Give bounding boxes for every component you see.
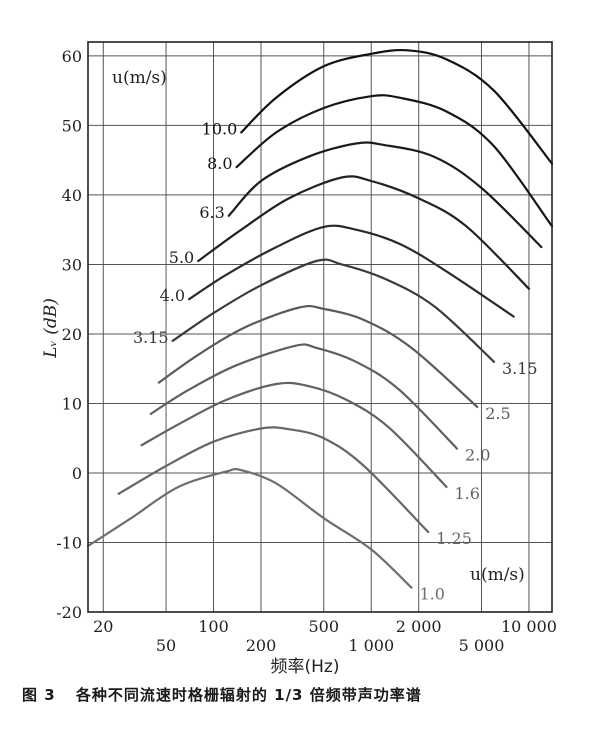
y-axis-title: Lᵥ (dB) [41,298,61,359]
series-label-3-15: 3.15 [502,359,538,378]
series-line-1-0 [86,467,413,589]
series-line-1-25 [117,426,430,534]
x-tick-label: 20 [93,617,113,636]
x-tick-label: 1 000 [348,636,394,655]
series-label-5-0: 5.0 [169,248,194,267]
caption-label: 图 3 [22,686,56,704]
series-line-2-5 [157,304,479,408]
legend-title-left: u(m/s) [112,68,167,88]
x-tick-label: 500 [308,617,339,636]
series-label-8-0: 8.0 [207,154,232,173]
caption-text: 各种不同流速时格栅辐射的 1/3 倍频带声功率谱 [75,686,422,704]
x-tick-label: 10 000 [501,617,557,636]
x-tick-label: 5 000 [459,636,505,655]
plot-frame [87,41,553,613]
y-tick-label: 10 [62,394,82,413]
series-label-1-25: 1.25 [436,529,472,548]
series-lines [86,48,554,589]
series-line-1-6 [140,381,448,488]
series-label-6-3: 6.3 [199,203,224,222]
series-label-3-15: 3.15 [133,328,169,347]
series-label-1-6: 1.6 [454,484,479,503]
series-line-8-0 [235,94,554,228]
y-tick-label: 50 [62,116,82,135]
series-line-5-0 [197,175,531,290]
x-axis-title: 频率(Hz) [271,657,340,677]
series-line-4-0 [188,224,515,318]
y-tick-label: 30 [62,255,82,274]
series-line-10-0 [240,48,554,165]
y-tick-label: -20 [56,603,82,622]
y-tick-label: 20 [62,325,82,344]
series-label-2-5: 2.5 [485,404,510,423]
labels: 10.0 8.0 6.3 5.0 4.0 3.15 3.15 2.5 2.0 1.6 1.25 1.0… [112,68,538,604]
series-label-4-0: 4.0 [160,286,185,305]
y-tick-label: 40 [62,186,82,205]
x-tick-label: 100 [198,617,229,636]
y-tick-label: 0 [72,464,82,483]
series-label-2-0: 2.0 [465,446,490,465]
series-line-6-3 [227,141,543,249]
legend-title-right: u(m/s) [470,565,525,585]
series-line-3-15 [171,258,496,363]
y-tick-label: -10 [56,533,82,552]
series-label-1-0: 1.0 [419,585,444,604]
figure-caption: 图 3 各种不同流速时格栅辐射的 1/3 倍频带声功率谱 [22,684,582,705]
y-tick-label: 60 [62,47,82,66]
x-tick-label: 200 [246,636,277,655]
x-tick-label: 50 [156,636,176,655]
series-label-10-0: 10.0 [202,119,238,138]
series-line-2-0 [149,343,459,450]
x-tick-label: 2 000 [396,617,442,636]
